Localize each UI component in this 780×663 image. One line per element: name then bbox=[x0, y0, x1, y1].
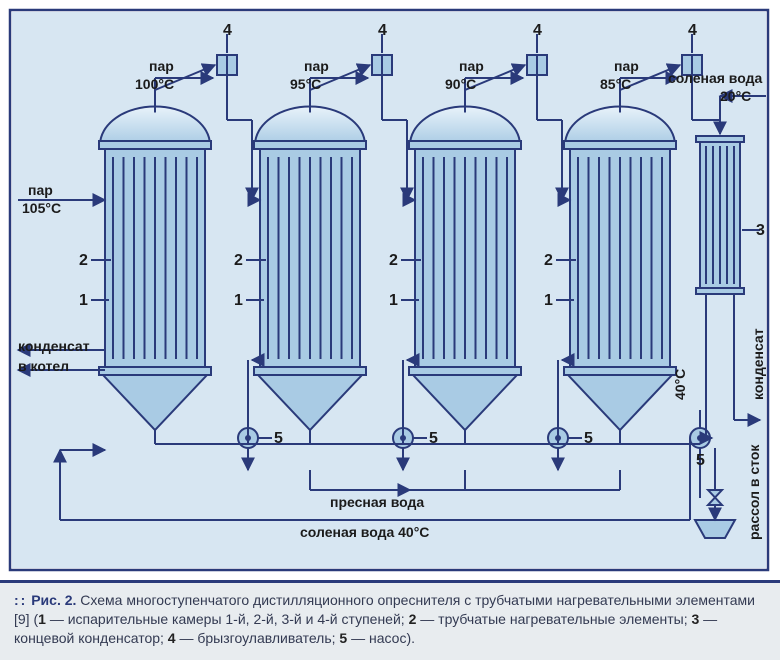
diagram-label: 100°С bbox=[135, 76, 174, 92]
diagram-label: 1 bbox=[234, 292, 243, 310]
diagram-label: 90°С bbox=[445, 76, 476, 92]
diagram-label: 5 bbox=[696, 452, 705, 470]
diagram-label: соленая вода 40°С bbox=[300, 524, 429, 540]
diagram-label: 85°С bbox=[600, 76, 631, 92]
diagram-label: 4 bbox=[688, 22, 697, 40]
diagram-svg bbox=[0, 0, 780, 580]
diagram-label: рассол в сток bbox=[746, 445, 762, 540]
diagram-label: пар bbox=[28, 182, 53, 198]
legend-text-5: насос bbox=[369, 630, 406, 646]
legend-num-3: 3 bbox=[691, 611, 699, 627]
diagram-label: 20°С bbox=[720, 88, 751, 104]
diagram-label: соленая вода bbox=[668, 70, 762, 86]
diagram-label: 4 bbox=[378, 22, 387, 40]
diagram-label: 2 bbox=[79, 252, 88, 270]
diagram-label: в котел bbox=[18, 358, 69, 374]
diagram-label: 3 bbox=[756, 222, 765, 240]
diagram-label: 5 bbox=[429, 430, 438, 448]
legend-text-3: концевой конденсатор bbox=[14, 630, 160, 646]
diagram-label: конденсат bbox=[18, 338, 90, 354]
diagram-label: 5 bbox=[584, 430, 593, 448]
diagram-label: 95°С bbox=[290, 76, 321, 92]
diagram-label: 4 bbox=[533, 22, 542, 40]
diagram-label: пар bbox=[614, 58, 639, 74]
diagram-label: 2 bbox=[234, 252, 243, 270]
diagram-label: 1 bbox=[544, 292, 553, 310]
legend-num-1: 1 bbox=[38, 611, 46, 627]
legend-num-5: 5 bbox=[339, 630, 347, 646]
caption-figure-number: Рис. 2. bbox=[31, 592, 76, 608]
caption-bullets: :: bbox=[14, 592, 27, 608]
legend-text-1: испарительные камеры 1-й, 2-й, 3-й и 4-й… bbox=[68, 611, 401, 627]
legend-text-4: брызгоулавливатель bbox=[197, 630, 331, 646]
diagram-label: 2 bbox=[389, 252, 398, 270]
diagram-label: 4 bbox=[223, 22, 232, 40]
diagram-label: пар bbox=[149, 58, 174, 74]
diagram-label: пар bbox=[459, 58, 484, 74]
diagram-container: пар 100°С 4 2 1 пар 95°С 4 2 1 пар 90°С 4 2 1 пар 85°С 4 2… bbox=[0, 0, 780, 580]
diagram-label: 40°С bbox=[672, 369, 688, 400]
diagram-label: конденсат bbox=[750, 328, 766, 400]
diagram-label: 5 bbox=[274, 430, 283, 448]
legend-num-2: 2 bbox=[409, 611, 417, 627]
legend-text-2: трубчатые нагревательные элементы bbox=[438, 611, 684, 627]
diagram-label: пресная вода bbox=[330, 494, 424, 510]
diagram-label: 2 bbox=[544, 252, 553, 270]
figure-caption: :: Рис. 2. Схема многоступенчатого дисти… bbox=[0, 580, 780, 660]
diagram-label: 1 bbox=[79, 292, 88, 310]
diagram-label: 1 bbox=[389, 292, 398, 310]
diagram-label: пар bbox=[304, 58, 329, 74]
legend-num-4: 4 bbox=[168, 630, 176, 646]
diagram-label: 105°С bbox=[22, 200, 61, 216]
